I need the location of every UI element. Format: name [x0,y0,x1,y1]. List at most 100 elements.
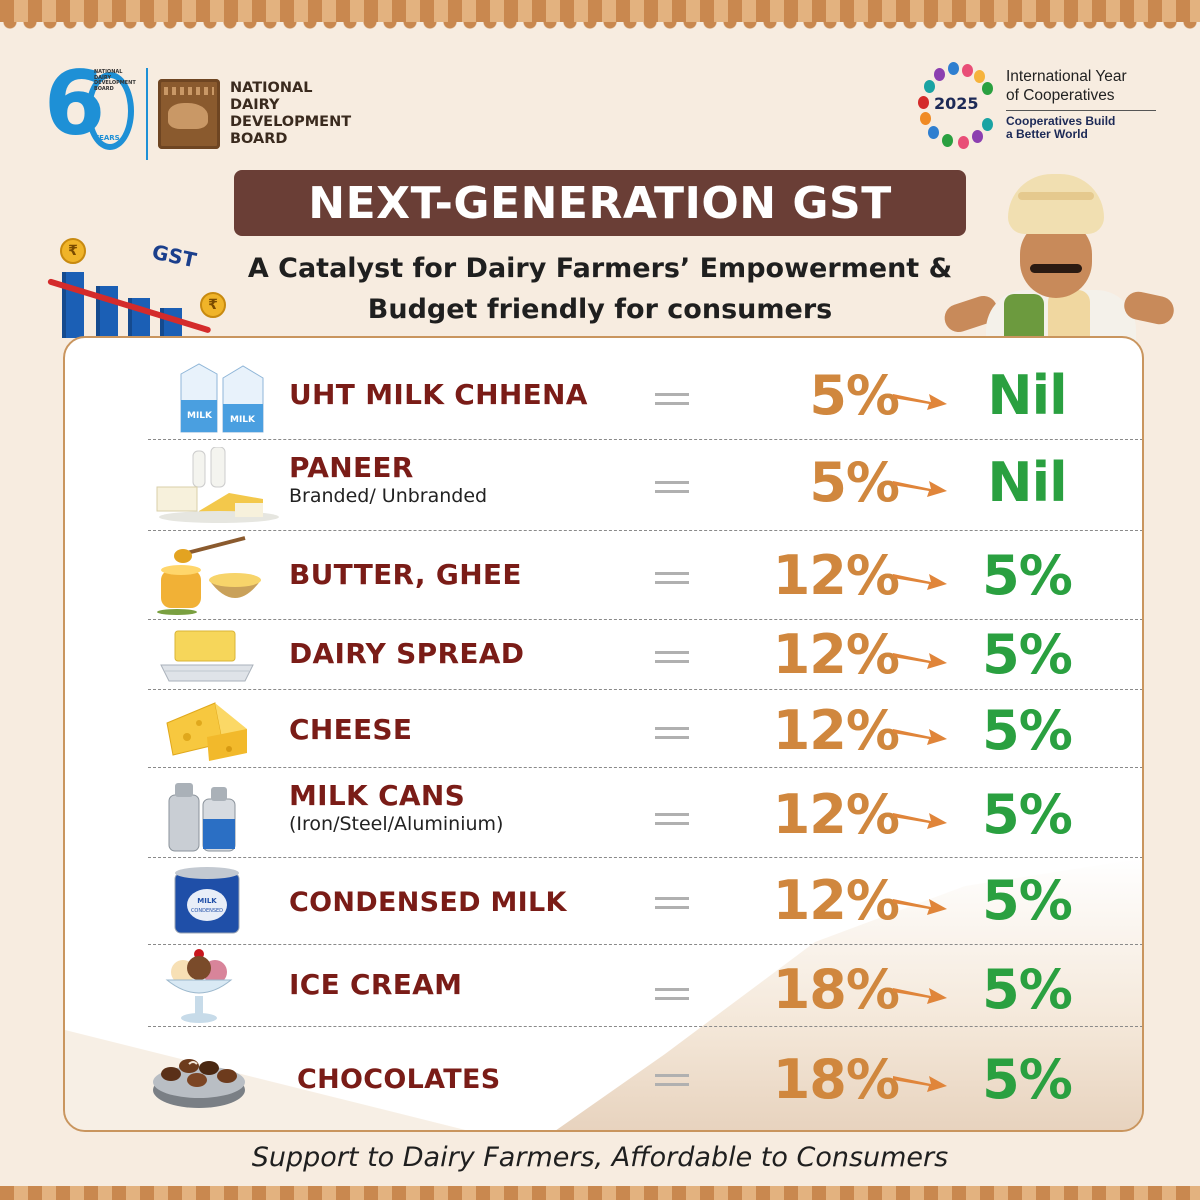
nddb-name-line4: BOARD [230,131,288,147]
footer-tagline: Support to Dairy Farmers, Affordable to … [251,1142,949,1173]
new-gst-rate: 5% [982,869,1073,932]
row-separator [148,944,1142,945]
new-gst-rate: 5% [982,623,1073,686]
page-title: NEXT-GENERATION GST [308,177,892,229]
equals-sign [655,572,689,584]
equals-sign [655,813,689,825]
item-name: PANEER [289,451,414,484]
decrease-arrow-icon [893,574,947,590]
cooperatives-ring-icon: 2025 [918,60,1000,149]
row-separator [148,530,1142,531]
nddb-name: NATIONAL DAIRY DEVELOPMENT BOARD [230,80,351,148]
row-separator [148,767,1142,768]
decrease-arrow-icon [893,1076,947,1092]
subtitle-line2: Budget friendly for consumers [367,294,833,325]
decrease-arrow-icon [893,729,947,745]
new-gst-rate: 5% [982,783,1073,846]
item-subtitle: (Iron/Steel/Aluminium) [289,813,504,835]
gst-rates-card: MILK MILK UHT MILK CHHENA 5% Nil PANEER … [63,336,1144,1132]
butter-tray-icon [160,630,254,682]
rupee-coin-icon: ₹ [200,292,226,318]
title-banner: NEXT-GENERATION GST [234,170,966,236]
gst-graphic-label: GST [149,239,199,273]
decrease-arrow-icon [893,394,947,410]
milk-can-icon [168,783,236,852]
can-label-milk: MILK [197,897,217,905]
gst-decline-chart-icon: GST ₹ ₹ [40,234,230,338]
iyc-2025-logo: 2025 International Year of Cooperatives … [918,60,1156,149]
new-gst-rate: 5% [982,958,1073,1021]
chocolates-bowl-icon [153,1059,245,1108]
item-subtitle: Branded/ Unbranded [289,485,488,507]
farmer-moustache [1030,264,1082,273]
row-separator [148,857,1142,858]
item-name: DAIRY SPREAD [289,637,525,670]
item-name: ICE CREAM [289,968,463,1001]
row-separator [148,689,1142,690]
equals-sign [655,651,689,663]
old-gst-rate: 12% [772,623,900,686]
nddb-mini-text: NATIONAL DAIRY DEVELOPMENT BOARD [94,69,136,92]
milk-carton-icon: MILK MILK [180,363,264,433]
old-gst-rate: 12% [772,783,900,846]
ice-cream-sundae-icon [165,949,233,1023]
decrease-arrow-icon [893,988,947,1004]
old-gst-rate: 12% [772,699,900,762]
item-name: MILK CANS [289,779,466,812]
equals-sign [655,481,689,493]
new-gst-rate: Nil [987,451,1067,514]
decrease-arrow-icon [893,653,947,669]
logo-divider [146,68,148,160]
new-gst-rate: 5% [982,1048,1073,1111]
iyc-tagline-line2: a Better World [1006,127,1088,141]
old-gst-rate: 5% [809,364,900,427]
row-separator [148,439,1142,440]
equals-sign [655,1074,689,1086]
decrease-arrow-icon [893,813,947,829]
decrease-arrow-icon [893,481,947,497]
paneer-icon [156,447,279,523]
item-name: CHOCOLATES [297,1064,501,1095]
new-gst-rate: Nil [987,364,1067,427]
nddb-name-line3: DEVELOPMENT [230,114,352,130]
years-label: YEARS [94,134,120,142]
old-gst-rate: 12% [772,544,900,607]
farmer-turban [1008,174,1104,234]
bottom-decorative-border [0,1186,1200,1200]
iyc-title-line1: International Year [1006,68,1127,85]
svg-text:MILK: MILK [187,411,213,421]
rupee-coin-icon: ₹ [60,238,86,264]
nddb-seal-icon [158,79,220,149]
nddb-name-line1: NATIONAL [230,80,313,96]
row-separator [148,619,1142,620]
old-gst-rate: 18% [772,1048,900,1111]
item-name: UHT MILK CHHENA [289,378,588,411]
old-gst-rate: 5% [809,451,900,514]
iyc-divider [1006,110,1156,111]
new-gst-rate: 5% [982,544,1073,607]
svg-text:MILK: MILK [230,415,256,425]
decrease-arrow-icon [893,899,947,915]
old-gst-rate: 18% [772,958,900,1021]
equals-sign [655,727,689,739]
condensed-milk-can-icon: MILK CONDENSED [174,867,240,934]
cheese-icon [166,702,247,761]
equals-sign [655,897,689,909]
sixty-years-emblem: 6 NATIONAL DAIRY DEVELOPMENT BOARD YEARS [44,52,136,155]
equals-sign [655,393,689,405]
subtitle-line1: A Catalyst for Dairy Farmers’ Empowermen… [247,253,953,284]
iyc-tagline-line1: Cooperatives Build [1006,114,1116,128]
iyc-year: 2025 [934,94,979,113]
nddb-name-line2: DAIRY [230,97,280,113]
equals-sign [655,988,689,1000]
row-separator [148,1026,1142,1027]
gst-graphic-bar [62,272,84,338]
nddb-logo: 6 NATIONAL DAIRY DEVELOPMENT BOARD YEARS… [42,52,351,162]
item-name: BUTTER, GHEE [289,558,522,591]
can-label-condensed: CONDENSED [191,908,223,914]
item-name: CHEESE [289,713,413,746]
top-decorative-border [0,0,1200,32]
new-gst-rate: 5% [982,699,1073,762]
ghee-jar-icon [157,536,261,615]
subtitle: A Catalyst for Dairy Farmers’ Empowermen… [200,248,1000,330]
